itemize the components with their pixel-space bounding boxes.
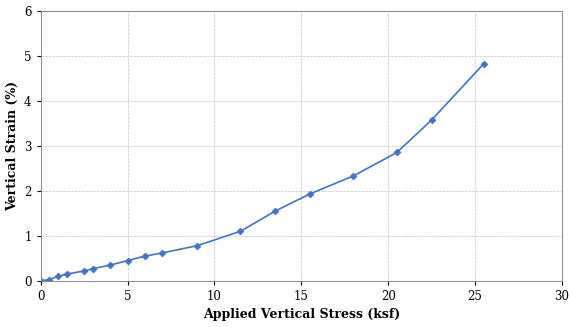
X-axis label: Applied Vertical Stress (ksf): Applied Vertical Stress (ksf) bbox=[202, 308, 400, 321]
Y-axis label: Vertical Strain (%): Vertical Strain (%) bbox=[6, 81, 18, 211]
